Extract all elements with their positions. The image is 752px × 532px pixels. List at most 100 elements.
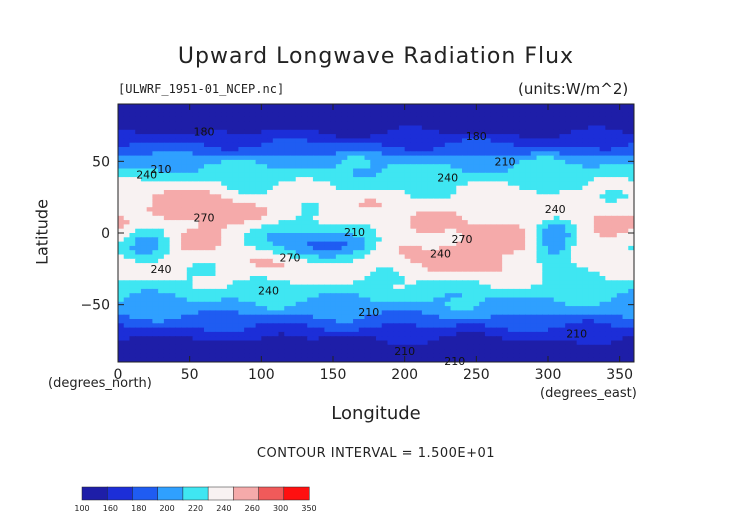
heatmap-cell xyxy=(261,138,268,144)
heatmap-cell xyxy=(140,327,148,333)
heatmap-cell xyxy=(163,155,171,161)
heatmap-cell xyxy=(490,142,497,148)
heatmap-cell xyxy=(330,164,337,170)
heatmap-cell xyxy=(307,310,314,316)
heatmap-cell xyxy=(525,220,532,225)
heatmap-cell xyxy=(140,194,148,200)
heatmap-cell xyxy=(398,104,406,109)
heatmap-cell xyxy=(433,267,440,273)
heatmap-cell xyxy=(599,134,606,139)
heatmap-cell xyxy=(496,155,503,161)
heatmap-cell xyxy=(238,331,245,337)
heatmap-cell xyxy=(611,207,618,213)
heatmap-cell xyxy=(456,138,463,144)
heatmap-cell xyxy=(462,306,469,311)
heatmap-cell xyxy=(376,245,383,251)
heatmap-cell xyxy=(221,202,228,208)
heatmap-cell xyxy=(421,276,429,281)
heatmap-cell xyxy=(381,293,389,299)
heatmap-cell xyxy=(295,263,303,268)
heatmap-cell xyxy=(353,288,360,294)
heatmap-cell xyxy=(221,331,228,337)
heatmap-cell xyxy=(427,301,434,307)
heatmap-cell xyxy=(588,129,595,135)
heatmap-cell xyxy=(284,323,291,329)
heatmap-cell xyxy=(398,181,406,187)
heatmap-cell xyxy=(370,267,377,273)
heatmap-cell xyxy=(146,331,153,337)
heatmap-cell xyxy=(209,288,217,294)
heatmap-cell xyxy=(599,147,606,152)
heatmap-cell xyxy=(290,276,297,281)
heatmap-cell xyxy=(146,190,153,195)
heatmap-cell xyxy=(152,314,159,320)
heatmap-cell xyxy=(622,108,629,114)
heatmap-cell xyxy=(123,310,131,316)
heatmap-cell xyxy=(490,181,497,187)
heatmap-cell xyxy=(450,267,457,273)
heatmap-cell xyxy=(450,215,457,221)
heatmap-cell xyxy=(536,297,543,303)
heatmap-cell xyxy=(135,129,142,135)
heatmap-cell xyxy=(519,164,526,170)
heatmap-cell xyxy=(439,220,446,225)
heatmap-cell xyxy=(255,215,262,221)
heatmap-cell xyxy=(576,245,583,251)
heatmap-cell xyxy=(221,207,228,213)
heatmap-cell xyxy=(209,336,217,342)
heatmap-cell xyxy=(473,155,480,161)
heatmap-cell xyxy=(588,194,595,200)
heatmap-cell xyxy=(427,293,434,299)
heatmap-cell xyxy=(588,288,595,294)
heatmap-cell xyxy=(175,108,182,114)
heatmap-cell xyxy=(215,301,222,307)
heatmap-cell xyxy=(473,306,480,311)
heatmap-cell xyxy=(484,220,492,225)
heatmap-cell xyxy=(238,151,245,157)
heatmap-cell xyxy=(186,147,194,152)
heatmap-cell xyxy=(123,331,131,337)
heatmap-cell xyxy=(330,177,337,182)
heatmap-cell xyxy=(198,306,205,311)
heatmap-cell xyxy=(565,155,572,161)
heatmap-cell xyxy=(163,331,171,337)
heatmap-cell xyxy=(542,215,549,221)
heatmap-cell xyxy=(559,202,566,208)
heatmap-cell xyxy=(410,276,417,281)
heatmap-cell xyxy=(433,164,440,170)
heatmap-cell xyxy=(599,121,606,127)
heatmap-cell xyxy=(341,306,348,311)
heatmap-cell xyxy=(146,284,153,290)
heatmap-cell xyxy=(622,284,629,290)
heatmap-cell xyxy=(599,129,606,135)
heatmap-cell xyxy=(450,241,457,247)
heatmap-cell xyxy=(611,172,618,178)
heatmap-cell xyxy=(364,108,371,114)
heatmap-cell xyxy=(593,293,601,299)
heatmap-cell xyxy=(290,241,297,247)
heatmap-cell xyxy=(318,164,325,170)
heatmap-cell xyxy=(175,340,182,346)
heatmap-cell xyxy=(387,211,394,217)
heatmap-cell xyxy=(570,314,578,320)
heatmap-cell xyxy=(192,172,199,178)
heatmap-cell xyxy=(347,284,354,290)
heatmap-cell xyxy=(261,254,268,260)
heatmap-cell xyxy=(502,280,509,286)
heatmap-cell xyxy=(536,125,543,131)
heatmap-cell xyxy=(404,121,411,127)
heatmap-cell xyxy=(410,177,417,182)
heatmap-cell xyxy=(135,168,142,174)
heatmap-cell xyxy=(490,168,497,174)
heatmap-cell xyxy=(616,276,624,281)
heatmap-cell xyxy=(330,207,337,213)
heatmap-cell xyxy=(215,190,222,195)
heatmap-cell xyxy=(410,310,417,316)
heatmap-cell xyxy=(513,306,520,311)
heatmap-cell xyxy=(238,147,245,152)
heatmap-cell xyxy=(467,185,475,191)
heatmap-cell xyxy=(484,237,492,243)
heatmap-cell xyxy=(330,168,337,174)
heatmap-cell xyxy=(238,220,245,225)
heatmap-cell xyxy=(209,159,217,165)
